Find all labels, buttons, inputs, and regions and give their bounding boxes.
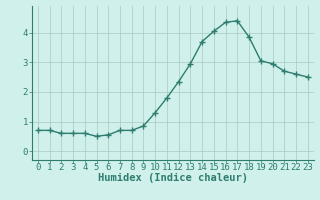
X-axis label: Humidex (Indice chaleur): Humidex (Indice chaleur) <box>98 173 248 183</box>
